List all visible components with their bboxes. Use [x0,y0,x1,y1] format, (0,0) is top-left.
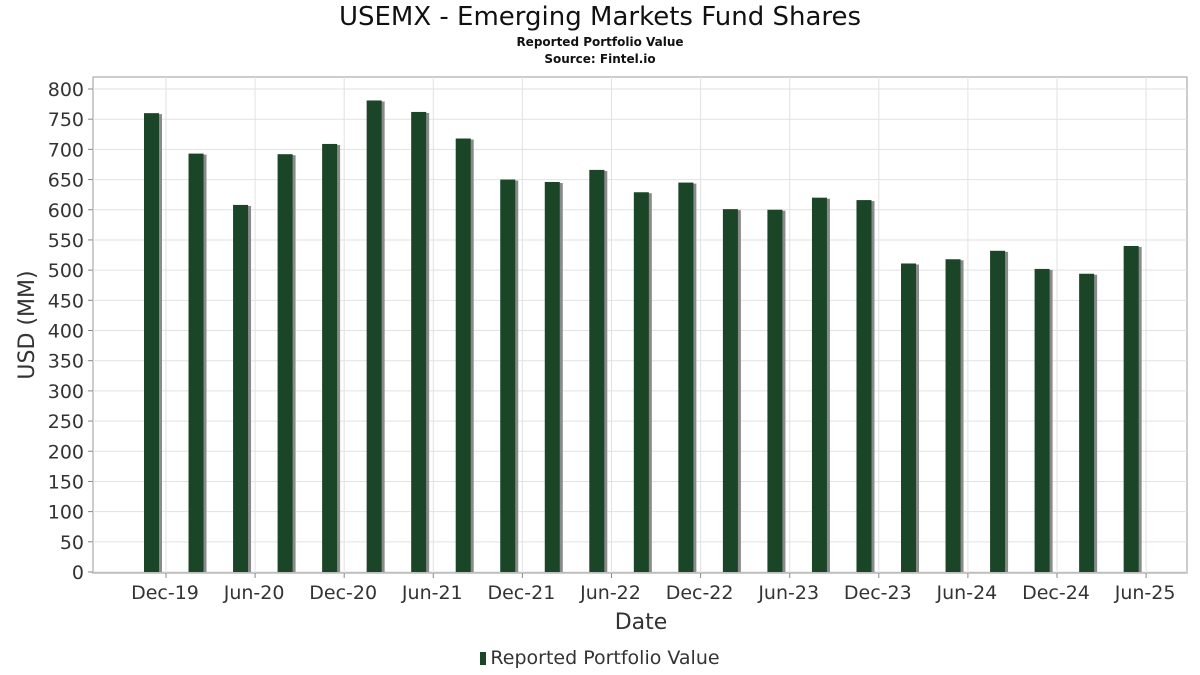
bar [1034,268,1050,572]
x-tick-label: Jun-20 [223,582,285,604]
x-tick-label: Dec-20 [309,582,377,604]
bar [678,182,694,573]
chart-title: USEMX - Emerging Markets Fund Shares [338,2,862,32]
x-tick-label: Jun-21 [401,582,463,604]
bar [856,200,872,572]
legend: Reported Portfolio Value [0,647,1200,669]
y-tick-label: 200 [48,441,84,463]
bar [322,143,338,572]
y-tick-label: 450 [48,290,84,312]
x-tick-label: Jun-23 [757,582,819,604]
x-tick-label: Jun-24 [936,582,998,604]
bar [144,113,159,573]
y-tick-label: 150 [48,471,84,493]
bar [990,250,1006,572]
axes: 0 50 100 150 200 250 300 350 400 450 500 550 600 650 7… [48,79,1176,604]
y-tick-label: 300 [48,381,84,403]
bar [589,169,605,572]
y-tick-label: 750 [48,109,84,131]
y-tick-label: 650 [48,170,84,192]
x-tick-label: Dec-21 [487,582,555,604]
bar [233,204,249,573]
bar [633,192,649,572]
chart-source: Source: Fintel.io [544,52,656,66]
legend-swatch [480,652,487,665]
x-tick-label: Dec-22 [666,582,734,604]
bar [722,209,738,573]
y-tick-label: 500 [48,260,84,282]
y-axis-title: USD (MM) [15,270,40,379]
bar [500,179,516,572]
y-tick-label: 800 [48,79,84,101]
y-tick-label: 700 [48,139,84,161]
y-tick-label: 350 [48,351,84,373]
bar [277,154,293,572]
x-tick-label: Dec-23 [844,582,912,604]
bar [188,153,204,572]
y-tick-label: 250 [48,411,84,433]
chart-subtitle: Reported Portfolio Value [516,35,684,49]
y-tick-label: 0 [72,562,84,584]
y-tick-label: 50 [60,532,84,554]
legend-label: Reported Portfolio Value [490,647,720,669]
bar [811,197,827,573]
bar [901,263,917,572]
x-tick-label: Jun-25 [1114,582,1176,604]
bar [1079,273,1095,572]
y-tick-label: 550 [48,230,84,252]
bar [366,100,382,572]
bar [455,138,471,572]
x-tick-label: Jun-22 [579,582,641,604]
x-tick-label: Dec-24 [1022,582,1090,604]
bar [411,111,427,572]
y-tick-label: 100 [48,502,84,524]
bar [1123,245,1139,572]
bar [544,181,560,573]
bars [144,100,1142,573]
bar [945,259,961,572]
x-tick-label: Dec-19 [131,582,199,604]
x-axis-title: Date [615,610,668,635]
y-tick-label: 400 [48,321,84,343]
bar [767,209,783,572]
y-tick-label: 600 [48,200,84,222]
